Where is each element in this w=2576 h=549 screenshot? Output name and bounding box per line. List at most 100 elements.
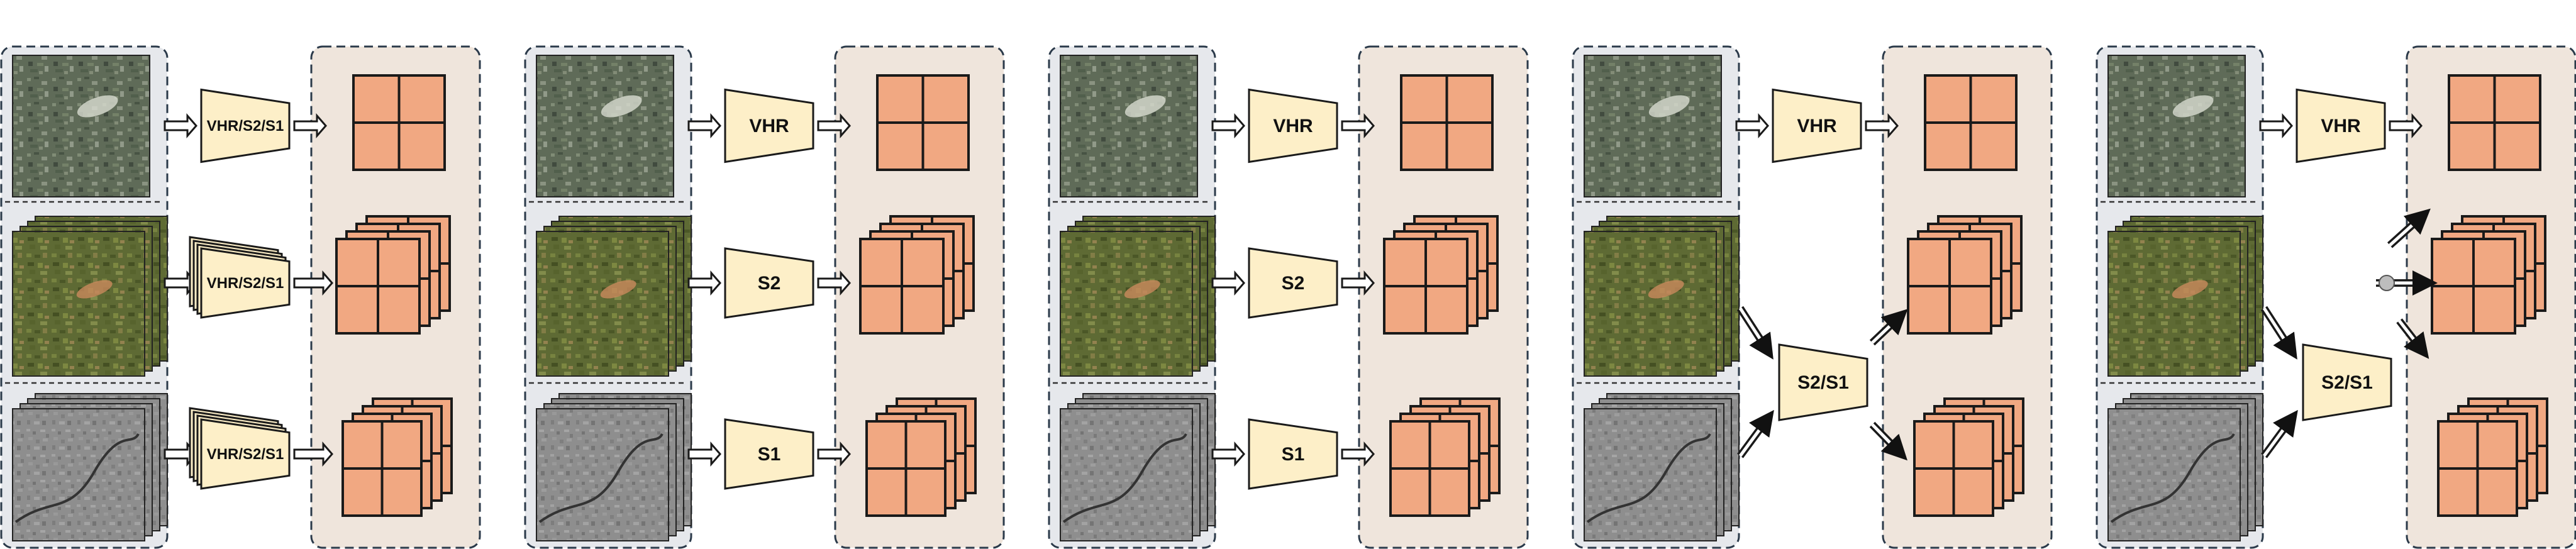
input-s2-image [1060, 216, 1216, 377]
encoder-s2-s2: S2 [1248, 247, 1338, 319]
input-s2-image-layer [536, 231, 669, 377]
arrow-in-s2 [1736, 306, 1774, 360]
encoder-label: VHR/S2/S1 [207, 446, 284, 463]
arrow-out-row-s2 [293, 270, 333, 296]
input-s2-image [12, 216, 168, 377]
output-s1-tokens [341, 397, 453, 517]
arrow-in-s1 [2261, 409, 2298, 458]
input-vhr-image-layer [536, 55, 674, 197]
arrow-out-row-vhr [1865, 113, 1899, 138]
input-s2-image-layer [2107, 231, 2241, 377]
arrow-in-row-vhr [1735, 113, 1769, 138]
output-s2-tokens [859, 215, 975, 335]
output-s1-tokens [1389, 397, 1501, 517]
encoder-s1-s1: S1 [724, 418, 814, 490]
arrow-in-row-s1 [687, 441, 721, 467]
input-s1-image [12, 393, 168, 541]
encoder-s2-s1: S2/S1 [1778, 343, 1868, 421]
encoder-label: S2/S1 [2321, 372, 2373, 393]
input-s2-image-layer [12, 231, 145, 377]
input-s2-image-layer [1584, 231, 1717, 377]
encoder-label: S2 [1282, 273, 1305, 294]
fusion-node [2379, 275, 2395, 291]
encoder-label: S1 [1282, 444, 1305, 465]
encoder-vhr-vhr-shape [724, 88, 814, 164]
input-s1-image-layer [536, 408, 669, 541]
river-line [2110, 433, 2235, 523]
output-s2-tokens [1383, 215, 1499, 335]
river-line [1062, 433, 1187, 523]
arrow-fused-up [2387, 208, 2431, 248]
encoder-label: S2 [758, 273, 781, 294]
encoder-s1-s1: S1 [1248, 418, 1338, 490]
encoder-s2-s1: S2/S1 [2302, 343, 2392, 421]
arrow-in-row-vhr [2259, 113, 2293, 138]
arrow-out-row-vhr [1341, 113, 1375, 138]
input-s1-image [1060, 393, 1216, 541]
input-s2-image-layer [1060, 231, 1193, 377]
arrow-out-row-vhr [2389, 113, 2423, 138]
encoder-s1-s1-shape [724, 418, 814, 490]
arrow-in-row-s1 [1211, 441, 1245, 467]
encoder-vhr-s2-s1-s1-shape [200, 418, 291, 490]
river-line [1586, 433, 1711, 523]
input-vhr-image [536, 55, 674, 197]
encoder-vhr-vhr-shape [2296, 88, 2386, 164]
input-s1-image-layer [12, 408, 145, 541]
arrow-in-s2 [2260, 306, 2297, 360]
arrow-out-row-s2 [1341, 270, 1375, 296]
arrow-out-row-s2 [817, 270, 851, 296]
input-vhr-image-layer [2107, 55, 2246, 197]
encoder-vhr-vhr-shape [1772, 88, 1862, 164]
arrow-in-row-vhr [164, 113, 197, 138]
input-vhr-image [1060, 55, 1198, 197]
landmark [600, 280, 636, 299]
input-vhr-image-layer [1584, 55, 1722, 197]
encoder-label: VHR/S2/S1 [207, 118, 284, 135]
output-s2-tokens [2431, 215, 2546, 335]
encoder-vhr-vhr: VHR [2296, 88, 2386, 164]
encoder-vhr-s2-s1-s2: VHR/S2/S1 [189, 236, 291, 319]
encoder-vhr-vhr: VHR [724, 88, 814, 164]
output-s1-tokens [2437, 397, 2548, 517]
encoder-label: S2/S1 [1797, 372, 1849, 393]
output-s1-tokens [1913, 397, 2024, 517]
landmark [2172, 95, 2214, 118]
input-s2-image [2107, 216, 2263, 377]
arrow-in-row-s2 [1211, 270, 1245, 296]
encoder-label: VHR/S2/S1 [207, 275, 284, 292]
landmark [2172, 280, 2208, 299]
encoder-label: VHR [1273, 116, 1313, 136]
input-s1-image-layer [1060, 408, 1193, 541]
encoder-label: VHR [1797, 116, 1837, 136]
encoder-s2-s1-shape [2302, 343, 2392, 421]
landmark [76, 280, 113, 299]
input-s1-image [536, 393, 692, 541]
river-line [538, 433, 663, 523]
input-vhr-image [2107, 55, 2246, 197]
arrow-out-row-vhr [817, 113, 851, 138]
panel-fused-s2-s1-encoder: VHR S2/S1 [2096, 45, 2576, 549]
landmark [1124, 95, 1166, 118]
arrow-in-row-s2 [687, 270, 721, 296]
encoder-vhr-s2-s1-s1: VHR/S2/S1 [189, 407, 291, 490]
encoder-s2-s2: S2 [724, 247, 814, 319]
encoder-label: VHR [2321, 116, 2361, 136]
panel-separate-encoders-b: VHR S2 S1 [1048, 45, 1529, 549]
arrow-out-s1 [1869, 421, 1907, 461]
input-vhr-image-layer [12, 55, 150, 197]
arrow-in-s1 [1737, 409, 1774, 458]
arrow-in-row-vhr [687, 113, 721, 138]
landmark [77, 95, 118, 118]
arrow-out-s2 [1869, 309, 1908, 346]
input-s1-image [2107, 393, 2263, 541]
encoder-label: VHR [749, 116, 789, 136]
encoder-vhr-vhr: VHR [1248, 88, 1338, 164]
arrow-fused-down [2396, 318, 2429, 359]
input-vhr-image-layer [1060, 55, 1198, 197]
arrow-out-row-s1 [817, 441, 851, 467]
input-vhr-image [1584, 55, 1722, 197]
encoder-vhr-vhr: VHR [1772, 88, 1862, 164]
